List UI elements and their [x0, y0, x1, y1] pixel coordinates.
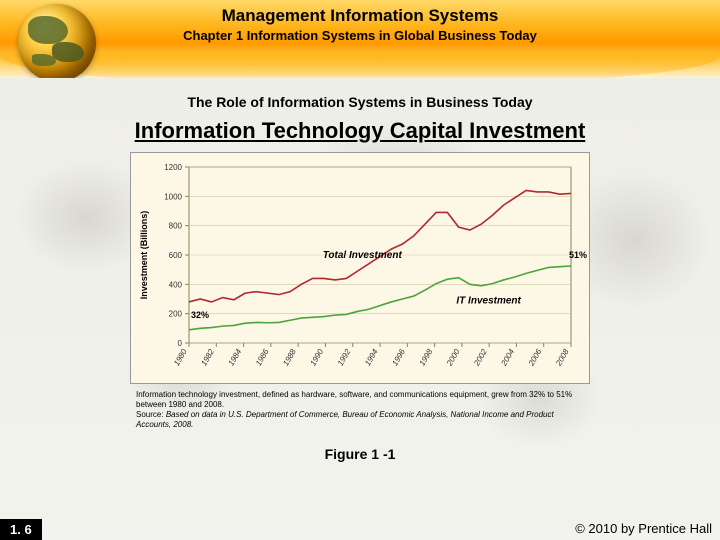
- svg-text:800: 800: [169, 222, 183, 231]
- svg-text:200: 200: [169, 310, 183, 319]
- svg-text:2000: 2000: [444, 347, 461, 368]
- svg-text:1200: 1200: [164, 163, 182, 172]
- svg-text:Total Investment: Total Investment: [323, 250, 403, 261]
- svg-text:1984: 1984: [227, 347, 244, 367]
- svg-text:1996: 1996: [390, 347, 407, 367]
- svg-text:1992: 1992: [336, 347, 353, 367]
- svg-text:IT Investment: IT Investment: [456, 295, 521, 306]
- svg-text:2004: 2004: [499, 347, 516, 368]
- svg-text:1982: 1982: [199, 347, 216, 367]
- page-number: 1. 6: [0, 519, 42, 540]
- svg-text:1994: 1994: [363, 347, 380, 367]
- figure-caption: Information technology investment, defin…: [136, 390, 584, 430]
- svg-text:600: 600: [169, 251, 183, 260]
- caption-source: Source: Based on data in U.S. Department…: [136, 410, 584, 430]
- investment-chart: 0 200 400 600 800 1000 1200 Investment (Billion…: [130, 152, 590, 384]
- chapter-subtitle: Chapter 1 Information Systems in Global …: [0, 28, 720, 43]
- slide-footer: 1. 6 © 2010 by Prentice Hall: [0, 516, 720, 540]
- slide-header: Management Information Systems Chapter 1…: [0, 0, 720, 78]
- svg-text:51%: 51%: [569, 250, 587, 260]
- svg-text:1986: 1986: [254, 347, 271, 367]
- svg-text:Investment (Billions): Investment (Billions): [139, 211, 149, 300]
- globe-icon: [18, 4, 96, 78]
- svg-text:2002: 2002: [472, 347, 489, 368]
- main-heading: Information Technology Capital Investmen…: [0, 118, 720, 144]
- svg-text:32%: 32%: [191, 310, 209, 320]
- svg-text:1980: 1980: [172, 347, 189, 367]
- figure-label: Figure 1 -1: [0, 446, 720, 462]
- svg-text:0: 0: [178, 339, 183, 348]
- chart-svg: 0 200 400 600 800 1000 1200 Investment (Billion…: [131, 153, 591, 385]
- source-text: Based on data in U.S. Department of Comm…: [136, 410, 554, 429]
- svg-text:1000: 1000: [164, 192, 182, 201]
- slide-content: The Role of Information Systems in Busin…: [0, 78, 720, 462]
- caption-description: Information technology investment, defin…: [136, 390, 584, 410]
- svg-text:1990: 1990: [308, 347, 325, 367]
- svg-text:1998: 1998: [418, 347, 435, 367]
- svg-text:400: 400: [169, 280, 183, 289]
- source-label: Source:: [136, 410, 164, 419]
- section-title: The Role of Information Systems in Busin…: [0, 94, 720, 110]
- book-title: Management Information Systems: [0, 6, 720, 26]
- svg-text:1988: 1988: [281, 347, 298, 367]
- svg-text:2006: 2006: [526, 347, 543, 368]
- svg-text:2008: 2008: [554, 347, 571, 368]
- copyright-text: © 2010 by Prentice Hall: [575, 521, 712, 536]
